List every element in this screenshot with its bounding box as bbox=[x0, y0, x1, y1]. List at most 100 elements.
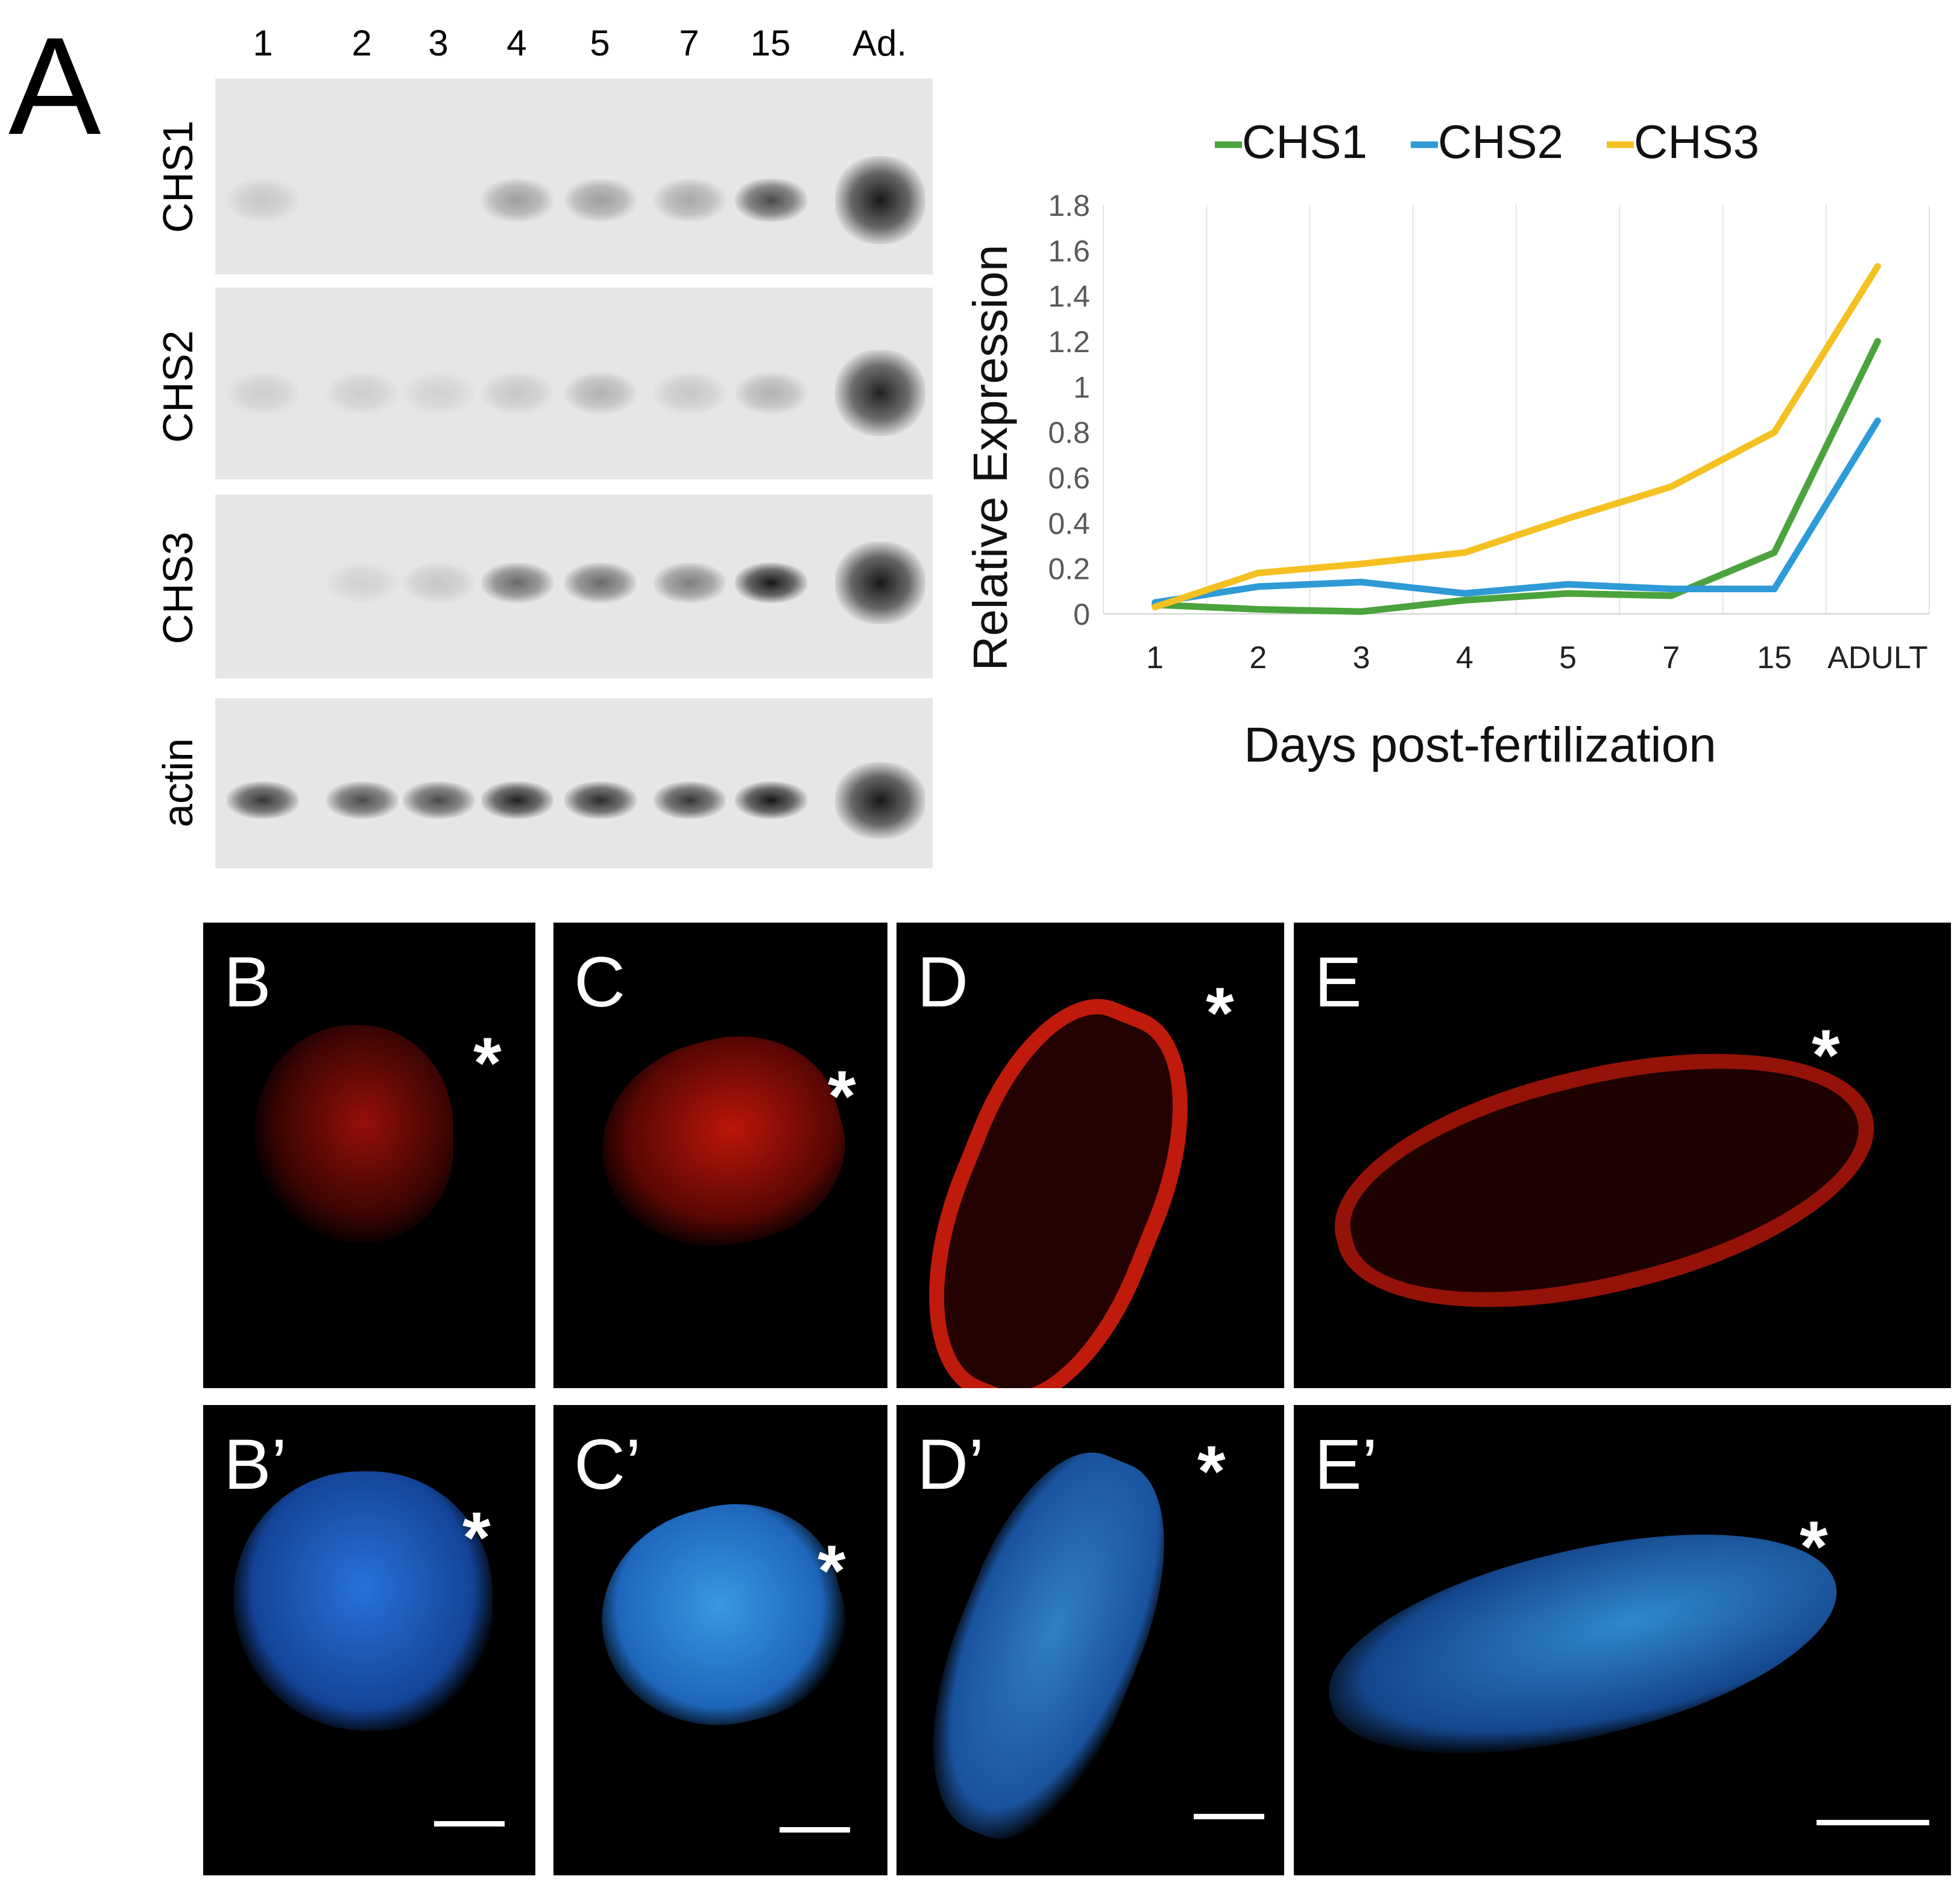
gel-band bbox=[735, 372, 807, 414]
panel-letter: C bbox=[574, 942, 626, 1022]
x-tick-label: 7 bbox=[1662, 640, 1680, 675]
expression-line-chart: 0 0.2 0.4 0.6 0.8 1 1.2 1.4 1.6 1.8 1 2 3 4 5 7 15 ADULT C… bbox=[963, 115, 1930, 772]
x-tick-label: 5 bbox=[1559, 640, 1577, 675]
specimen-blob bbox=[579, 1012, 866, 1273]
gel-band bbox=[564, 563, 637, 603]
lane-label: 15 bbox=[750, 23, 791, 63]
micrograph-b: B * bbox=[203, 923, 535, 1388]
y-tick-label: 0.6 bbox=[1048, 461, 1090, 495]
y-axis-title: Relative Expression bbox=[963, 245, 1017, 671]
gel-band bbox=[835, 350, 925, 436]
scale-bar bbox=[1817, 1820, 1929, 1825]
legend-label: CHS1 bbox=[1242, 115, 1367, 168]
panel-a-letter: A bbox=[8, 8, 101, 163]
panel-letter: E’ bbox=[1314, 1425, 1378, 1505]
gel-band bbox=[227, 372, 299, 414]
panel-letter: B’ bbox=[224, 1425, 287, 1505]
panel-letter: C’ bbox=[574, 1425, 641, 1505]
lane-label: 3 bbox=[428, 23, 449, 63]
gel-band bbox=[654, 781, 726, 819]
lane-label: 5 bbox=[590, 23, 610, 63]
y-tick-label: 0.8 bbox=[1048, 416, 1090, 450]
scale-bar bbox=[780, 1827, 850, 1833]
gel-actin bbox=[215, 698, 933, 868]
micrograph-e-prime: E’ * bbox=[1294, 1405, 1951, 1875]
x-axis-title: Days post-fertilization bbox=[1244, 718, 1716, 772]
y-tick-label: 0.4 bbox=[1048, 507, 1090, 540]
specimen-blob bbox=[1311, 1004, 1899, 1355]
panel-letter: E bbox=[1314, 942, 1362, 1022]
gel-band bbox=[403, 781, 475, 819]
y-tick-label: 1.6 bbox=[1048, 234, 1090, 268]
gel-band bbox=[654, 563, 726, 603]
legend-label: CHS2 bbox=[1438, 115, 1563, 168]
gel-band bbox=[481, 781, 553, 819]
gel-band bbox=[403, 372, 475, 414]
gel-label-actin: actin bbox=[154, 738, 201, 827]
x-tick-label: 2 bbox=[1249, 640, 1267, 675]
gel-band bbox=[564, 372, 637, 414]
micrograph-d: D * bbox=[896, 923, 1284, 1388]
gel-band bbox=[564, 178, 637, 222]
panel-letter: D bbox=[917, 942, 969, 1022]
lane-label: 7 bbox=[679, 23, 699, 63]
y-tick-label: 1.4 bbox=[1048, 280, 1090, 314]
y-tick-label: 0.2 bbox=[1048, 552, 1090, 586]
series-line-chs2 bbox=[1152, 417, 1881, 606]
series-line-chs3 bbox=[1152, 263, 1881, 611]
specimen-blob bbox=[578, 1480, 867, 1752]
gel-band bbox=[227, 178, 299, 222]
gel-band bbox=[654, 178, 726, 222]
gel-band bbox=[403, 563, 475, 603]
gel-band bbox=[227, 781, 299, 819]
gel-band bbox=[326, 781, 399, 819]
lane-label: Ad. bbox=[852, 23, 907, 63]
scale-bar bbox=[1194, 1814, 1264, 1819]
oral-pole-asterisk: * bbox=[1812, 1015, 1840, 1096]
y-tick-label: 0 bbox=[1073, 598, 1090, 631]
gel-band bbox=[326, 563, 399, 603]
gel-band bbox=[326, 372, 399, 414]
gel-band bbox=[481, 563, 553, 603]
micrograph-c: C * bbox=[553, 923, 887, 1388]
y-tick-label: 1.2 bbox=[1048, 325, 1090, 359]
specimen-blob bbox=[1309, 1489, 1858, 1797]
micrograph-c-prime: C’ * bbox=[553, 1405, 887, 1875]
lane-label: 1 bbox=[253, 23, 273, 63]
oral-pole-asterisk: * bbox=[462, 1497, 491, 1578]
panel-letter: D’ bbox=[917, 1425, 985, 1505]
oral-pole-asterisk: * bbox=[1197, 1431, 1226, 1512]
y-tick-label: 1 bbox=[1073, 370, 1090, 404]
panel-letter: B bbox=[224, 942, 271, 1022]
y-tick-label: 1.8 bbox=[1048, 189, 1090, 223]
oral-pole-asterisk: * bbox=[1206, 973, 1234, 1053]
x-tick-label: 4 bbox=[1456, 640, 1473, 675]
micrograph-b-prime: B’ * bbox=[203, 1405, 535, 1875]
series-line-chs1 bbox=[1152, 338, 1881, 615]
gel-band bbox=[735, 178, 807, 222]
micrograph-d-prime: D’ * bbox=[896, 1405, 1284, 1875]
oral-pole-asterisk: * bbox=[828, 1056, 856, 1137]
gel-label-chs1: CHS1 bbox=[154, 120, 201, 233]
gel-band bbox=[735, 563, 807, 603]
x-tick-label: ADULT bbox=[1827, 640, 1928, 675]
gel-band bbox=[481, 178, 553, 222]
x-tick-label: 15 bbox=[1757, 640, 1792, 675]
gel-band bbox=[835, 542, 925, 624]
oral-pole-asterisk: * bbox=[818, 1530, 846, 1611]
gel-chs1 bbox=[215, 78, 933, 274]
x-tick-label: 3 bbox=[1353, 640, 1370, 675]
lane-label: 4 bbox=[506, 23, 527, 63]
legend-label: CHS3 bbox=[1634, 115, 1759, 168]
gel-band bbox=[735, 781, 807, 819]
gel-chs3 bbox=[215, 494, 933, 678]
specimen-blob bbox=[233, 1471, 493, 1731]
oral-pole-asterisk: * bbox=[1800, 1506, 1828, 1587]
specimen-blob bbox=[896, 970, 1234, 1388]
x-tick-label: 1 bbox=[1146, 640, 1164, 675]
scale-bar bbox=[434, 1821, 505, 1827]
gel-band bbox=[654, 372, 726, 414]
gel-band bbox=[835, 156, 925, 244]
specimen-blob bbox=[254, 1025, 453, 1242]
micrograph-e: E * bbox=[1294, 923, 1951, 1388]
